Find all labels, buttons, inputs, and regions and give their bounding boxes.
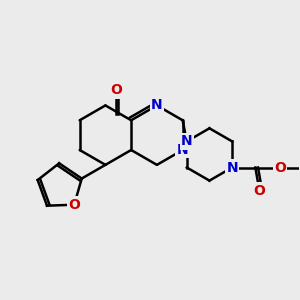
Text: O: O — [254, 184, 266, 198]
Text: O: O — [68, 198, 80, 212]
Text: O: O — [110, 83, 122, 98]
Text: N: N — [151, 98, 163, 112]
Text: N: N — [177, 143, 188, 157]
Text: N: N — [181, 134, 193, 148]
Text: O: O — [274, 160, 286, 175]
Text: N: N — [226, 160, 238, 175]
